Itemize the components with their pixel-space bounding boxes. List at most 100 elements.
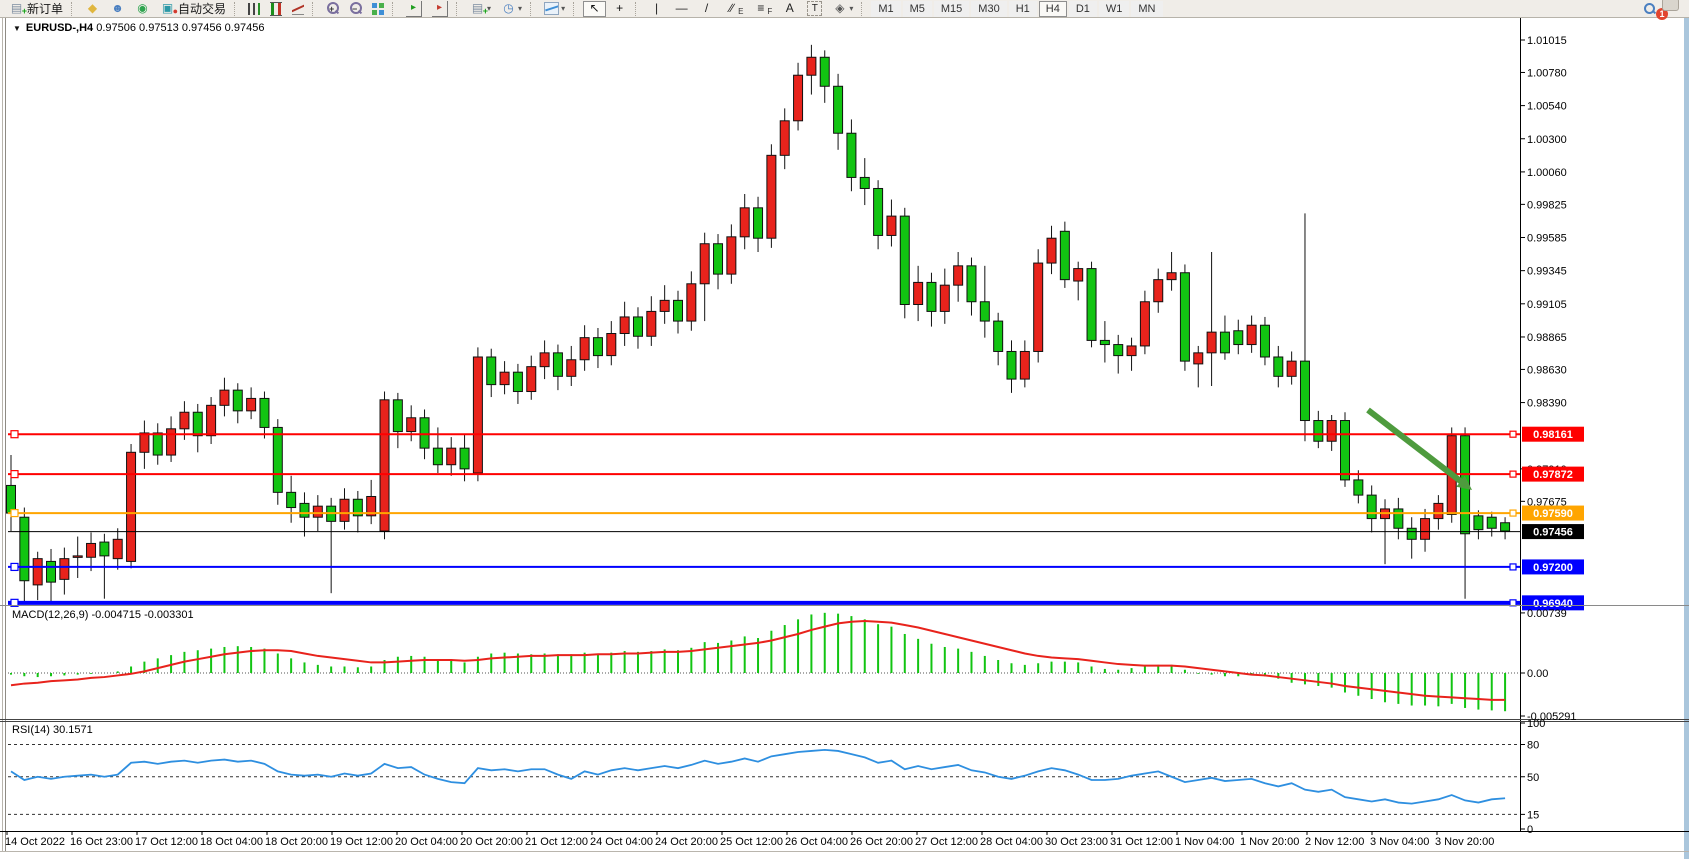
line-chart-button[interactable] <box>288 1 308 17</box>
annotation-arrow-head[interactable] <box>1456 475 1472 490</box>
price-line-handle[interactable] <box>1509 430 1517 438</box>
arrows-button[interactable]: ◈ ▾ <box>828 1 857 17</box>
arrows-dropdown-icon[interactable]: ▾ <box>849 4 854 13</box>
chart-shift-button[interactable]: ▸ <box>428 0 452 17</box>
price-line-handle[interactable] <box>1509 509 1517 517</box>
price-axis-tick: 0.99105 <box>1527 299 1567 311</box>
price-tag-label: 0.97200 <box>1533 562 1573 574</box>
rsi-line <box>10 748 1506 805</box>
candle-body <box>432 447 443 466</box>
search-icon[interactable] <box>1643 2 1656 15</box>
candle-body <box>1246 324 1257 346</box>
candle-chart-button[interactable] <box>266 1 286 17</box>
algo-trading-button[interactable]: ▣ ● 自动交易 <box>156 1 230 17</box>
price-tag-0.96940 <box>1522 595 1584 611</box>
timeframe-H4-button[interactable]: H4 <box>1038 0 1067 17</box>
candle-body <box>1233 330 1244 346</box>
bar-chart-button[interactable] <box>244 1 264 17</box>
price-line-handle[interactable] <box>1509 599 1517 607</box>
timeframe-M15-button[interactable]: M15 <box>933 0 970 17</box>
notifications-button[interactable]: 1 <box>1656 0 1679 20</box>
candle-body <box>873 187 884 236</box>
price-line-handle[interactable] <box>10 562 19 572</box>
price-line-handle[interactable] <box>10 598 19 607</box>
candle-body <box>112 538 123 560</box>
timeframe-W1-button[interactable]: W1 <box>1098 0 1130 17</box>
price-axis-tick: 0.99585 <box>1527 233 1567 245</box>
candle-body <box>1433 502 1444 520</box>
text-label-button[interactable]: T <box>803 1 826 17</box>
equidistant-channel-button[interactable]: ∕∕ E <box>720 1 747 17</box>
indicators-icon: ▤ + <box>470 1 488 16</box>
crosshair-button[interactable]: + <box>608 1 631 17</box>
templates-button[interactable]: ▾ <box>540 1 569 17</box>
timeframe-M30-button[interactable]: M30 <box>971 0 1007 17</box>
price-tag-0.97872 <box>1522 466 1584 482</box>
vertical-line-button[interactable]: | <box>645 1 668 17</box>
candle-body <box>913 281 924 306</box>
timeframe-MN-button[interactable]: MN <box>1131 0 1163 17</box>
candle-body <box>1113 344 1124 357</box>
vertical-line-icon: | <box>655 1 659 15</box>
price-line-handle[interactable] <box>10 470 19 479</box>
symbol-expand-icon[interactable]: ▼ <box>13 24 21 33</box>
candle-body <box>833 85 844 134</box>
price-line-handle[interactable] <box>1509 563 1517 571</box>
candle-body <box>739 207 750 238</box>
candlestick-series <box>6 44 1511 602</box>
candle-body <box>139 432 150 453</box>
candle-body <box>206 404 217 437</box>
zoom-out-button[interactable]: − <box>345 1 366 17</box>
trendline-button[interactable]: / <box>695 1 718 17</box>
periods-button[interactable]: ◷ ▾ <box>497 1 526 17</box>
timeframe-D1-button[interactable]: D1 <box>1068 0 1097 17</box>
candle-body <box>979 301 990 322</box>
text-label-icon: T <box>807 1 823 16</box>
text-button[interactable]: A <box>778 1 801 17</box>
chart-window-button[interactable]: ◆ <box>81 1 104 17</box>
candle-body <box>299 502 310 518</box>
new-order-button[interactable]: ▤ + 新订单 <box>5 1 67 17</box>
tile-windows-button[interactable] <box>368 1 388 17</box>
price-axis-tick: 0.98630 <box>1527 364 1567 376</box>
timeframe-M1-button[interactable]: M1 <box>871 0 901 17</box>
candle-body <box>673 299 683 322</box>
indicators-dropdown-icon[interactable]: ▾ <box>487 4 492 13</box>
fibonacci-button[interactable]: ≡ F <box>749 1 776 17</box>
candle-body <box>246 397 257 412</box>
profile-button[interactable]: ☻ <box>106 1 129 17</box>
horizontal-line-button[interactable]: — <box>670 1 693 17</box>
candle-body <box>806 56 817 76</box>
price-axis-tick: 1.00540 <box>1527 101 1567 113</box>
time-axis-label: 30 Oct 23:00 <box>1045 836 1108 848</box>
price-line-handle[interactable] <box>1509 470 1517 478</box>
templates-dropdown-icon[interactable]: ▾ <box>561 4 566 13</box>
zoom-out-icon: − <box>349 2 363 15</box>
candle-body <box>232 389 243 412</box>
time-axis-label: 26 Oct 20:00 <box>850 836 913 848</box>
zoom-in-button[interactable]: + <box>322 1 343 17</box>
indicators-button[interactable]: ▤ + ▾ <box>466 1 495 17</box>
timeframe-H1-button[interactable]: H1 <box>1008 0 1037 17</box>
toolbar-separator <box>573 1 579 16</box>
cursor-button[interactable]: ↖ <box>583 0 607 17</box>
timeframe-M5-button[interactable]: M5 <box>902 0 932 17</box>
time-axis-label: 16 Oct 23:00 <box>70 836 133 848</box>
auto-scroll-button[interactable]: ▸ <box>402 0 426 17</box>
candle-body <box>619 316 630 335</box>
candle-body <box>272 426 283 493</box>
zoom-in-overlay-icon: + <box>329 4 335 14</box>
time-axis-label: 1 Nov 04:00 <box>1175 836 1234 848</box>
line-chart-icon <box>292 2 305 15</box>
price-line-handle[interactable] <box>10 508 19 518</box>
annotation-arrow-line[interactable] <box>1366 407 1466 487</box>
toolbar-separator <box>234 1 240 16</box>
price-line-handle[interactable] <box>10 430 19 439</box>
market-watch-button[interactable]: ◉ <box>131 1 154 17</box>
periods-dropdown-icon[interactable]: ▾ <box>518 4 523 13</box>
candle-body <box>1366 494 1377 520</box>
time-axis-label: 18 Oct 20:00 <box>265 836 328 848</box>
rsi-axis-tick: 15 <box>1527 809 1539 821</box>
market-watch-icon: ◉ <box>137 1 148 15</box>
